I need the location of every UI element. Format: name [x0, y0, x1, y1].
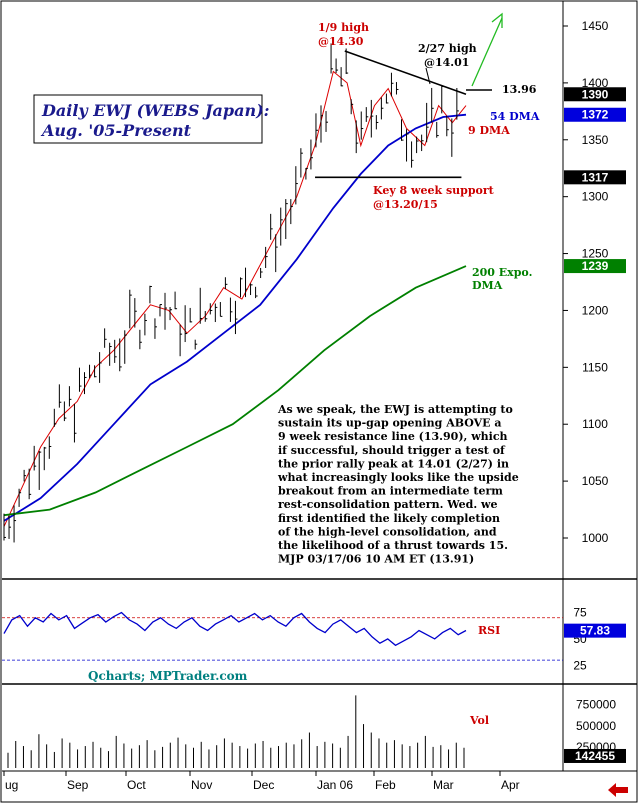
title-border — [33, 94, 263, 144]
annotation-54dma: 54 DMA — [490, 110, 540, 123]
rsi-tick-label: 75 — [573, 605, 587, 619]
trend-lines — [315, 50, 467, 179]
commentary-line: rest-consolidation pattern. Wed. we — [278, 498, 498, 511]
commentary-line: As we speak, the EWJ is attempting to — [277, 403, 513, 416]
price-badge-label: 1317 — [582, 170, 609, 184]
commentary-line: if successful, should trigger a test of — [278, 444, 506, 457]
commentary-line: sustain its up-gap opening ABOVE a — [278, 417, 502, 430]
price-tick-label: 1150 — [582, 360, 608, 374]
month-label: Apr — [501, 778, 520, 792]
price-tick-label: 1450 — [582, 19, 609, 33]
annotation-200ema-l2: DMA — [472, 279, 503, 292]
commentary-line: what increasingly looks like the upside — [277, 471, 519, 484]
annotation-high1-l2: @14.30 — [318, 35, 364, 48]
price-axis: 1000 1050 1100 1150 1200 1250 1300 1350 1400 1450 — [563, 19, 609, 545]
price-badge-label: 1239 — [582, 259, 609, 273]
annotation-level: 13.96 — [502, 83, 537, 96]
price-tick-label: 1400 — [582, 76, 609, 90]
price-tick-label: 1250 — [582, 247, 609, 261]
volume-label: Vol — [469, 714, 489, 727]
annotations: 1/9 high @14.30 2/27 high @14.01 13.96 5… — [318, 12, 540, 292]
price-bars — [3, 43, 459, 543]
annotation-high2-l1: 2/27 high — [418, 42, 477, 55]
price-badge — [564, 170, 626, 185]
chart-credit: Qcharts; MPTrader.com — [88, 669, 248, 683]
resistance-line — [344, 50, 467, 96]
annotation-9dma: 9 DMA — [468, 124, 510, 137]
commentary: As we speak, the EWJ is attempting tosus… — [277, 403, 519, 566]
month-label: Feb — [375, 778, 396, 792]
month-label: Nov — [191, 778, 212, 792]
commentary-line: first identified the likely completion — [278, 512, 500, 525]
breakout-arrow — [471, 17, 503, 87]
commentary-line: 9 week resistance line (13.90), which — [278, 430, 508, 443]
chart-title: Daily EWJ (WEBS Japan): — [41, 101, 270, 120]
volume-badge-label: 142455 — [575, 749, 615, 763]
commentary-line: the likelihood of a thrust towards 15. — [278, 539, 508, 552]
price-tick-label: 1300 — [582, 190, 609, 204]
commentary-line: MJP 03/17/06 10 AM ET (13.91) — [278, 553, 474, 566]
volume-tick-label: 750000 — [576, 698, 616, 712]
commentary-line: the prior rally peak at 14.01 (2/27) in — [278, 457, 509, 470]
rsi-label: RSI — [478, 624, 500, 637]
series-line — [3, 265, 467, 517]
annotation-support-l1: Key 8 week support — [373, 184, 495, 197]
price-badge — [564, 107, 626, 122]
price-badge-label: 1390 — [582, 87, 609, 101]
month-label: Jan 06 — [317, 778, 353, 792]
axis-strip — [562, 0, 638, 772]
rsi-badge-label: 57.83 — [580, 624, 610, 638]
month-label: Dec — [253, 778, 274, 792]
price-badge — [564, 259, 626, 274]
volume-tick-label: 500000 — [576, 719, 616, 733]
price-badge — [564, 87, 626, 102]
price-badge-label: 1372 — [582, 108, 609, 122]
annotation-support-l2: @13.20/15 — [373, 198, 438, 211]
chart-subtitle: Aug. '05-Present — [40, 121, 192, 140]
month-label: Oct — [127, 778, 146, 792]
price-tick-label: 1050 — [582, 474, 609, 488]
commentary-line: of the high-level consolidation, and — [278, 525, 497, 538]
commentary-line: breakout from an intermediate term — [278, 485, 503, 498]
rsi-tick-label: 25 — [573, 658, 587, 672]
series-line — [3, 70, 467, 527]
annotation-high1-l1: 1/9 high — [318, 21, 369, 34]
title-box: Daily EWJ (WEBS Japan): Aug. '05-Present — [33, 94, 270, 144]
price-tick-label: 1200 — [582, 303, 609, 317]
annotation-high2-l2: @14.01 — [424, 56, 469, 69]
annotation-high2-pointer — [425, 67, 431, 85]
month-label: Sep — [67, 778, 89, 792]
price-tick-label: 1350 — [582, 133, 609, 147]
price-tick-label: 1000 — [582, 531, 609, 545]
month-label: ug — [5, 778, 18, 792]
month-label: Mar — [433, 778, 454, 792]
price-badges: 1390 1372 1317 1239 — [564, 87, 626, 274]
date-axis: ug Sep Oct Nov Dec Jan 06 Feb Mar Apr — [3, 771, 520, 792]
breakout-arrowhead — [491, 12, 503, 28]
rsi-line — [3, 611, 467, 647]
price-tick-label: 1100 — [582, 417, 608, 431]
scroll-left-arrow-icon[interactable] — [608, 783, 628, 797]
rsi-badge — [564, 623, 626, 638]
annotation-200ema-l1: 200 Expo. — [472, 266, 532, 279]
volume-badge — [564, 748, 626, 763]
